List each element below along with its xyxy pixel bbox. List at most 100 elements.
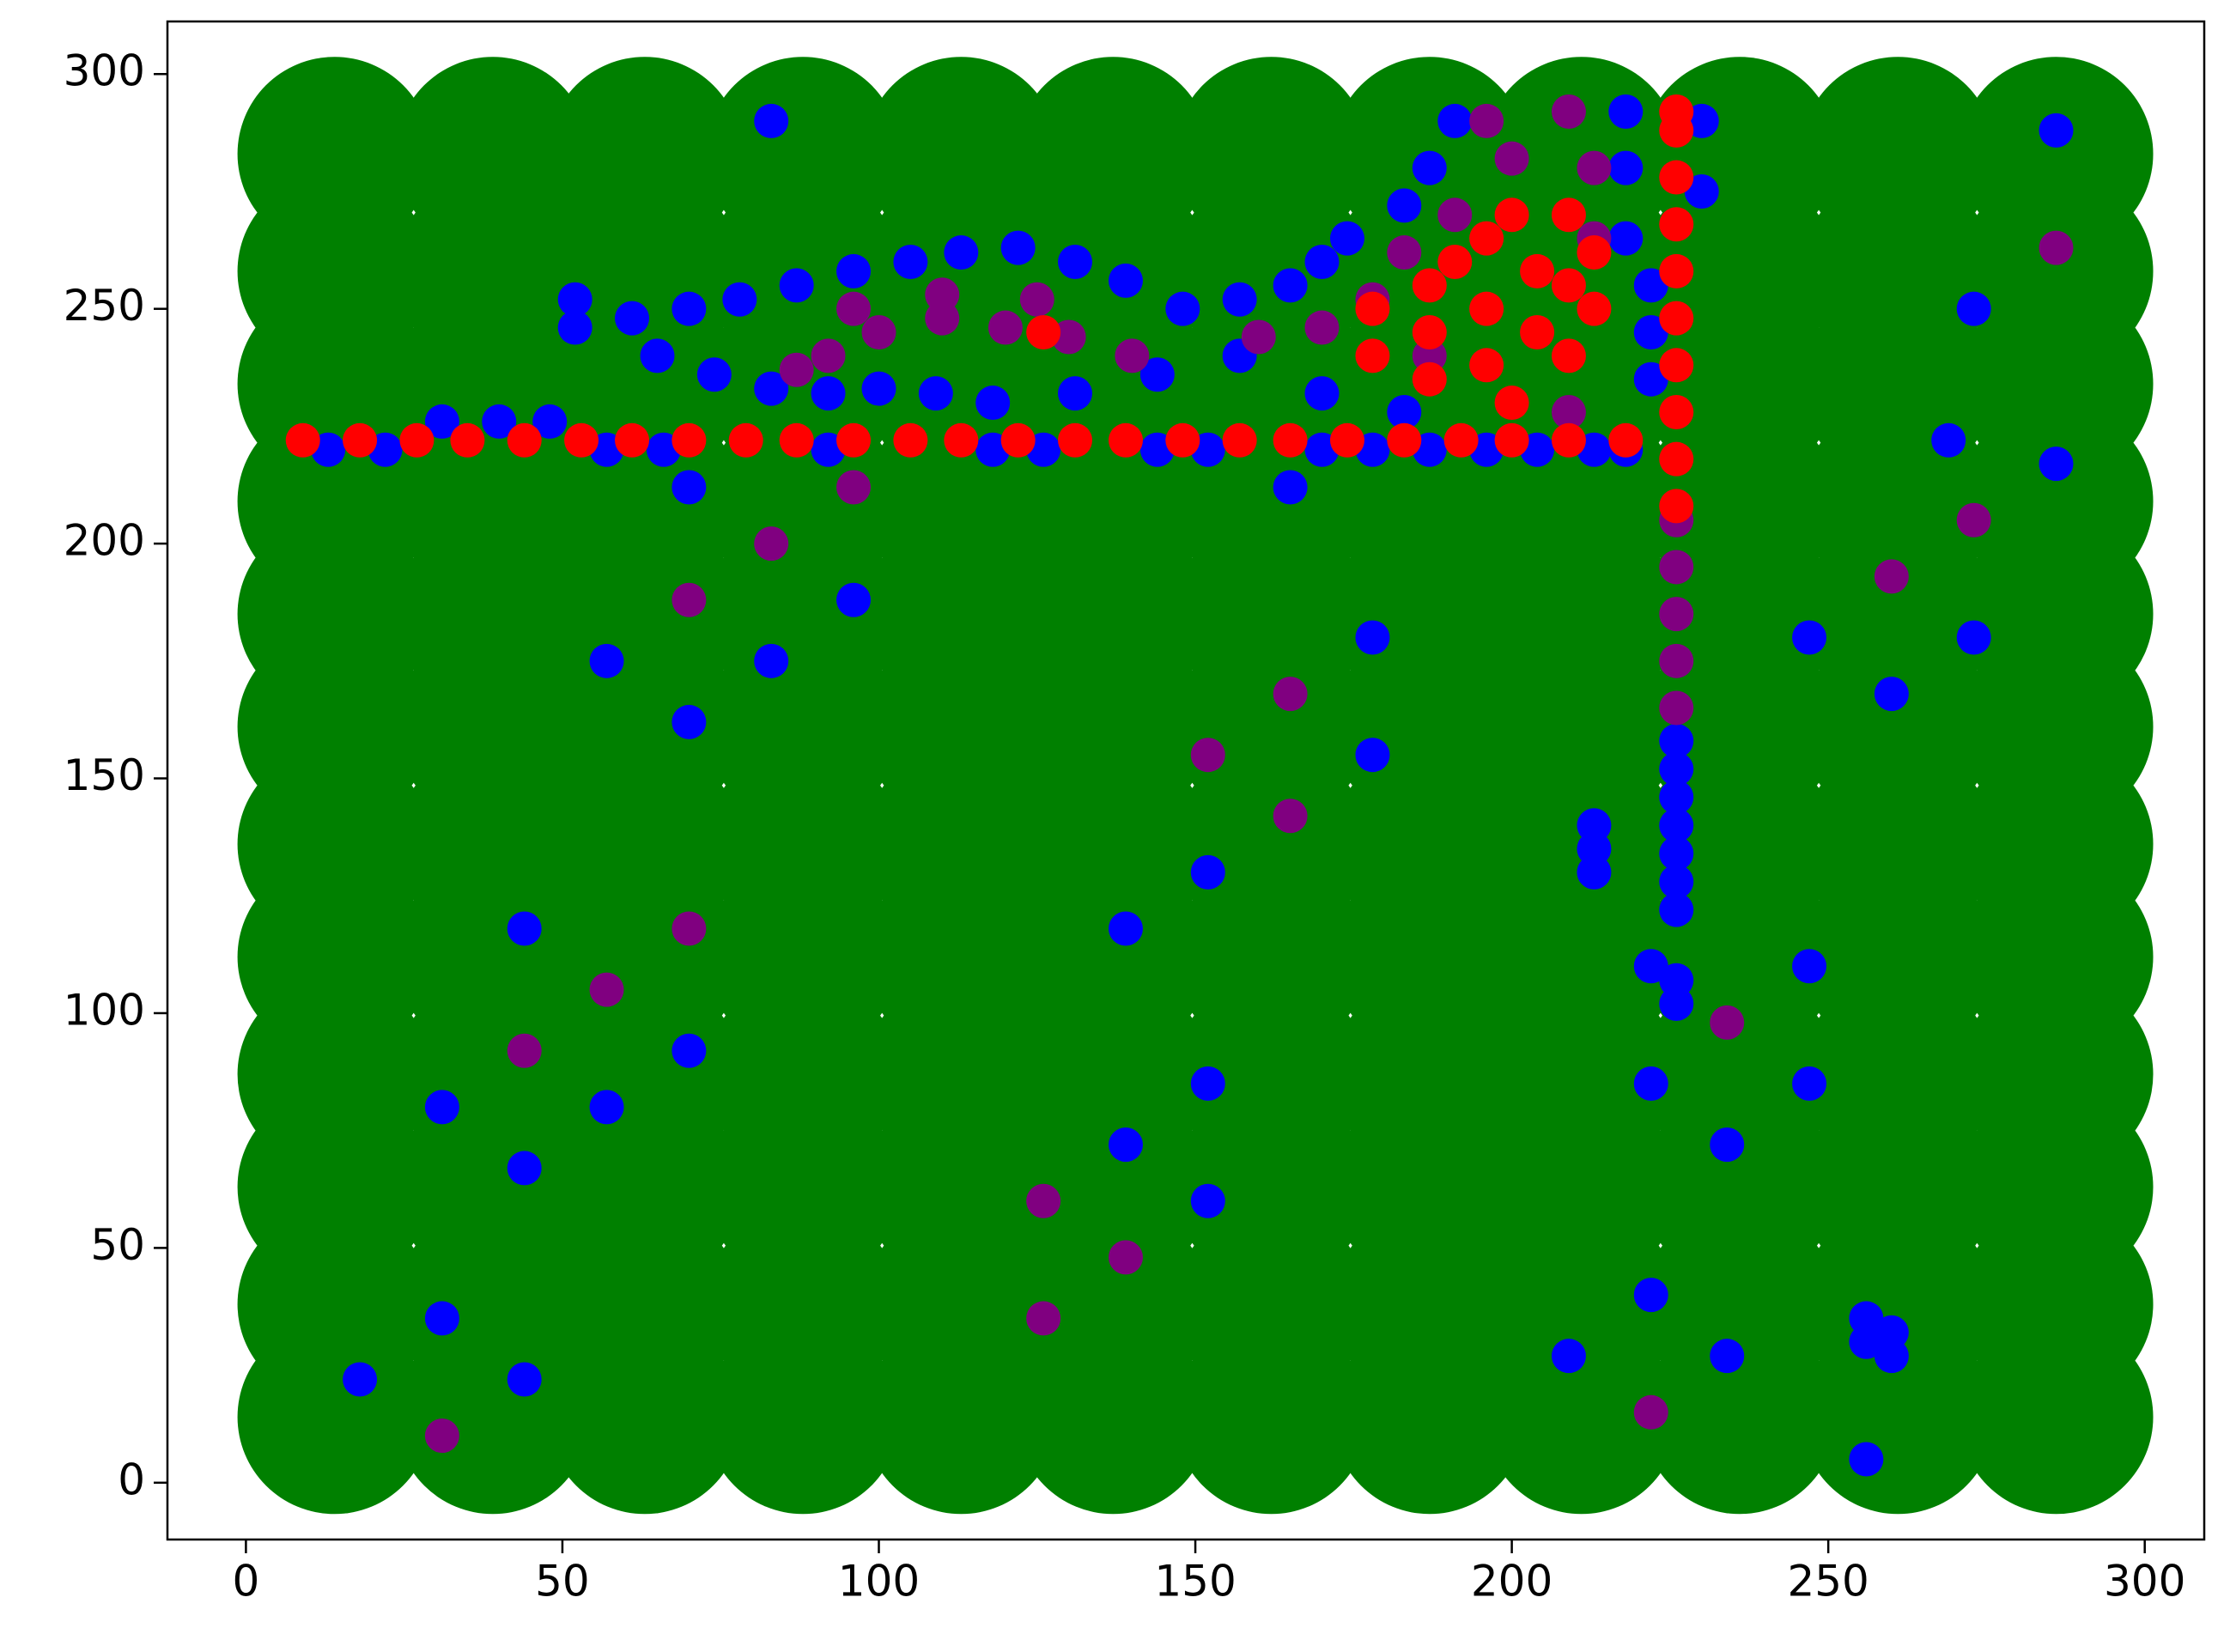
scatter-point xyxy=(1849,1442,1884,1477)
scatter-point xyxy=(728,422,763,458)
axes-frame xyxy=(166,20,2206,1541)
scatter-point xyxy=(1710,1005,1745,1040)
scatter-point xyxy=(1956,291,1991,326)
scatter-point xyxy=(564,422,599,458)
scatter-point xyxy=(1165,422,1200,458)
scatter-point xyxy=(1659,864,1694,899)
scatter-point xyxy=(836,582,872,617)
scatter-point xyxy=(1633,1394,1668,1430)
scatter-point xyxy=(1659,643,1694,678)
scatter-point xyxy=(1608,221,1644,256)
scatter-point xyxy=(1494,197,1529,233)
scatter-point xyxy=(1304,244,1340,279)
scatter-point xyxy=(779,352,814,387)
scatter-point xyxy=(1437,197,1473,233)
scatter-point xyxy=(779,268,814,303)
scatter-point xyxy=(1026,315,1061,350)
scatter-point xyxy=(975,386,1011,421)
y-tick-label: 250 xyxy=(64,281,145,331)
scatter-point xyxy=(507,422,542,458)
scatter-point xyxy=(1115,338,1150,374)
scatter-point xyxy=(1659,489,1694,524)
scatter-point xyxy=(1710,1339,1745,1374)
plot-area xyxy=(237,57,2154,1515)
scatter-point xyxy=(671,704,707,739)
scatter-point xyxy=(696,357,732,392)
scatter-point xyxy=(1659,441,1694,477)
scatter-point xyxy=(1443,422,1479,458)
scatter-point xyxy=(1026,1301,1061,1336)
scatter-point xyxy=(1659,597,1694,632)
scatter-point xyxy=(1437,244,1473,279)
scatter-point xyxy=(507,1151,542,1186)
scatter-point xyxy=(1659,394,1694,429)
scatter-point xyxy=(1659,301,1694,336)
scatter-point xyxy=(893,244,928,279)
scatter-point xyxy=(1520,315,1555,350)
scatter-point xyxy=(1108,422,1143,458)
y-tick-label: 50 xyxy=(90,1220,145,1270)
scatter-point xyxy=(1874,1339,1909,1374)
scatter-point xyxy=(1959,57,2154,252)
scatter-point xyxy=(811,338,846,374)
scatter-point xyxy=(1551,94,1586,129)
scatter-point xyxy=(1659,690,1694,726)
scatter-point xyxy=(1190,854,1225,890)
scatter-point xyxy=(1108,911,1143,946)
scatter-point xyxy=(754,371,789,406)
scatter-point xyxy=(399,422,434,458)
y-tick-label: 150 xyxy=(64,750,145,800)
scatter-point xyxy=(1551,394,1586,429)
scatter-point xyxy=(2039,112,2074,148)
scatter-point xyxy=(507,1033,542,1068)
scatter-point xyxy=(1874,677,1909,712)
scatter-point xyxy=(836,470,872,505)
scatter-point xyxy=(547,57,742,252)
scatter-point xyxy=(1058,376,1093,411)
scatter-point xyxy=(987,310,1023,345)
scatter-point xyxy=(1659,892,1694,927)
scatter-point xyxy=(1659,723,1694,758)
scatter-point xyxy=(671,470,707,505)
scatter-point xyxy=(1355,620,1390,655)
scatter-point xyxy=(1000,422,1036,458)
scatter-point xyxy=(1659,550,1694,585)
scatter-point xyxy=(1304,376,1340,411)
scatter-point xyxy=(1956,502,1991,538)
scatter-point xyxy=(706,57,901,252)
scatter-point xyxy=(1659,253,1694,288)
scatter-point xyxy=(1577,808,1612,843)
scatter-point xyxy=(1469,348,1504,383)
scatter-point xyxy=(836,291,872,326)
scatter-point xyxy=(1608,94,1644,129)
scatter-point xyxy=(1633,1066,1668,1101)
scatter-point xyxy=(1058,422,1093,458)
scatter-point xyxy=(343,422,378,458)
scatter-point xyxy=(1633,1278,1668,1313)
scatter-point xyxy=(1273,799,1308,834)
scatter-point xyxy=(722,282,757,317)
scatter-point xyxy=(1577,235,1612,270)
scatter-point xyxy=(450,422,485,458)
scatter-point xyxy=(507,1362,542,1397)
scatter-point xyxy=(1469,103,1504,138)
scatter-point xyxy=(237,57,432,252)
scatter-point xyxy=(1273,268,1308,303)
scatter-point xyxy=(1659,963,1694,998)
scatter-point xyxy=(1494,422,1529,458)
scatter-point xyxy=(285,422,320,458)
scatter-point xyxy=(1387,394,1422,429)
x-tick-label: 200 xyxy=(1471,1557,1552,1606)
scatter-point xyxy=(589,972,624,1007)
scatter-point xyxy=(1874,1315,1909,1350)
scatter-point xyxy=(1190,1183,1225,1218)
scatter-point xyxy=(1849,1301,1884,1336)
scatter-point xyxy=(507,911,542,946)
scatter-point xyxy=(1551,422,1586,458)
scatter-point xyxy=(1494,386,1529,421)
scatter-point xyxy=(1494,141,1529,176)
scatter-point xyxy=(1355,291,1390,326)
scatter-point xyxy=(918,376,953,411)
scatter-point xyxy=(1710,1127,1745,1163)
